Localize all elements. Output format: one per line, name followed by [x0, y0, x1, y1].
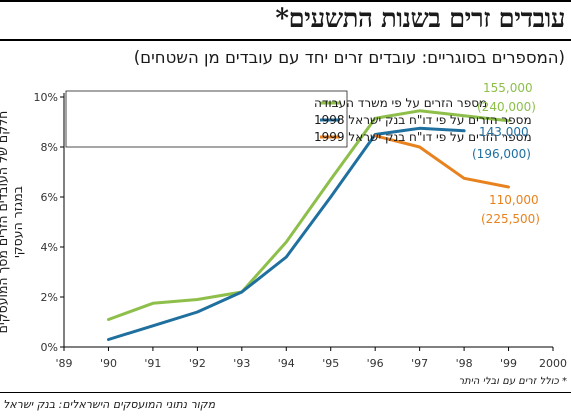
source-note: מקור נתוני המועסקים הישראלים: בנק ישראל	[3, 398, 216, 411]
legend-label: מספר הזרים על פי דו"ח בנק ישראל 1998	[314, 113, 532, 127]
x-tick-label: '97	[411, 357, 428, 370]
x-tick-label: '94	[278, 357, 295, 370]
x-tick-label: '90	[100, 357, 117, 370]
data-annotation: 143,000	[479, 125, 529, 139]
series-line-2	[107, 126, 466, 341]
x-tick-label: '89	[55, 357, 72, 370]
footer-rule	[0, 392, 571, 393]
y-tick-label: 8%	[41, 141, 58, 154]
x-tick-label: '99	[500, 357, 517, 370]
x-tick-label: '98	[456, 357, 473, 370]
legend-label: מספר הזרים על פי משרד העבודה	[314, 96, 487, 110]
x-tick-label: '95	[322, 357, 339, 370]
data-annotation: 110,000	[489, 193, 539, 207]
legend-box	[65, 90, 348, 148]
series-lines	[107, 109, 510, 341]
data-annotation: 155,000	[483, 81, 533, 95]
title-rule	[0, 39, 571, 41]
data-annotation: (225,500)	[481, 212, 540, 226]
x-tick-label: '93	[233, 357, 250, 370]
x-tick-label: '92	[189, 357, 206, 370]
data-annotation: (196,000)	[472, 147, 531, 161]
series-line-1	[107, 109, 510, 321]
y-tick-label: 4%	[41, 241, 58, 254]
y-tick-label: 0%	[41, 341, 58, 354]
chart-title: עובדים זרים בשנות התשעים*	[275, 4, 565, 34]
legend: מספר הזרים על פי משרד העבודה מספר הזרים ע…	[65, 90, 532, 148]
x-tick-label: 2000	[539, 357, 567, 370]
data-annotation: (240,000)	[477, 100, 536, 114]
legend-label: מספר הזרים על פי דו"ח בנק ישראל 1999	[314, 130, 532, 144]
y-tick-label: 6%	[41, 191, 58, 204]
axes: 0% 2% 4% 6% 8% 10% '89 '90 '91 '92 '93 '94 '95 '96 '97…	[34, 91, 567, 370]
y-tick-label: 10%	[34, 91, 58, 104]
chart-subtitle: (המספרים בסוגריים: עובדים זרים יחד עם עו…	[133, 48, 565, 67]
series-line-3	[373, 134, 510, 189]
x-tick-label: '96	[367, 357, 384, 370]
y-tick-label: 2%	[41, 291, 58, 304]
x-tick-label: '91	[144, 357, 161, 370]
annotations: 155,000 (240,000) 143,000 (196,000) 110,000 (…	[472, 81, 540, 226]
top-rule	[0, 0, 571, 2]
footnote: * כולל זרים עם ובלי היתר	[458, 376, 567, 387]
